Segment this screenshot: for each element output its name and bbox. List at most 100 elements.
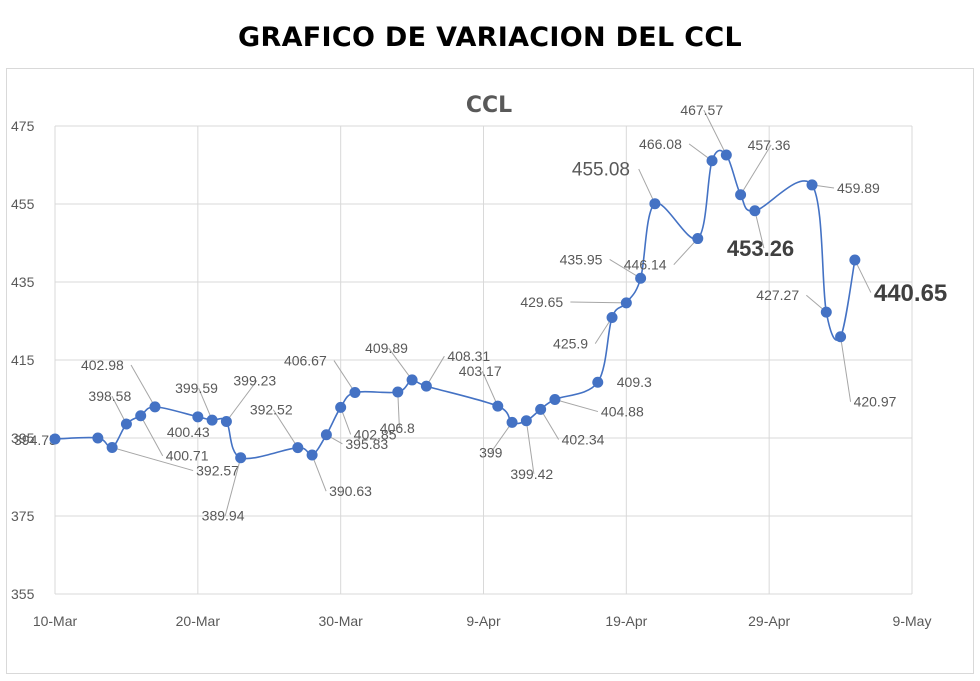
x-tick-label: 29-Apr <box>748 613 790 629</box>
data-point-marker <box>520 415 532 427</box>
data-label-leader <box>854 259 872 293</box>
series-line <box>54 149 856 460</box>
y-tick-label: 435 <box>11 274 35 290</box>
data-point-marker <box>535 403 547 415</box>
data-label: 455.08 <box>572 160 630 181</box>
data-point-marker <box>820 306 832 318</box>
data-label: 425.9 <box>553 335 588 351</box>
data-point-marker <box>835 331 847 343</box>
data-point-marker <box>349 386 361 398</box>
data-label: 402.85 <box>354 426 397 442</box>
data-label: 392.57 <box>196 462 239 478</box>
data-point-marker <box>406 374 418 386</box>
data-label: 404.88 <box>601 403 644 419</box>
data-label-leader <box>224 457 242 516</box>
data-label-leader <box>225 380 258 422</box>
data-point-marker <box>506 416 518 428</box>
data-point-marker <box>620 297 632 309</box>
data-label-leader <box>397 391 400 429</box>
data-label: 429.65 <box>520 294 563 310</box>
data-label-leader <box>840 336 852 402</box>
data-point-marker <box>492 400 504 412</box>
data-point-marker <box>292 442 304 454</box>
data-label: 403.17 <box>459 363 502 379</box>
data-label: 402.34 <box>562 431 605 447</box>
data-label: 399 <box>479 444 503 460</box>
data-label-leader <box>638 168 656 204</box>
data-label: 399.42 <box>510 466 553 482</box>
x-tick-label: 20-Mar <box>176 613 221 629</box>
data-label-leader <box>481 371 499 407</box>
data-label: 400.71 <box>166 448 209 464</box>
data-label-leader <box>740 144 772 196</box>
data-label-leader <box>272 409 299 448</box>
data-label: 399.59 <box>175 380 218 396</box>
data-point-marker <box>592 376 604 388</box>
data-label-leader <box>570 301 627 304</box>
data-point-marker <box>306 449 318 461</box>
data-point-marker <box>692 233 704 245</box>
data-label: 457.36 <box>748 137 791 153</box>
y-tick-label: 415 <box>11 352 35 368</box>
data-label-leader <box>198 388 213 421</box>
data-label-leader <box>111 446 194 472</box>
data-point-marker <box>220 416 232 428</box>
data-point-marker <box>749 205 761 217</box>
data-label-leader <box>311 454 327 492</box>
x-tick-label: 19-Apr <box>605 613 647 629</box>
x-tick-label: 9-Apr <box>466 613 501 629</box>
data-point-marker <box>192 411 204 423</box>
data-label: 399.23 <box>233 373 276 389</box>
data-label: 409.89 <box>365 340 408 356</box>
data-point-marker <box>392 386 404 398</box>
data-label: 389.94 <box>202 508 245 524</box>
page-heading: GRAFICO DE VARIACION DEL CCL <box>238 22 742 53</box>
data-label: 420.97 <box>854 394 897 410</box>
chart-frame <box>6 68 974 674</box>
data-point-marker <box>320 429 332 441</box>
data-point-marker <box>206 414 218 426</box>
data-point-marker <box>49 433 61 445</box>
data-label: 446.14 <box>624 257 667 273</box>
data-label: 406.8 <box>380 420 415 436</box>
data-label: 394.75 <box>14 432 57 448</box>
data-label: 406.67 <box>284 352 327 368</box>
chart-title: CCL <box>466 93 512 118</box>
y-tick-label: 395 <box>11 430 35 446</box>
data-point-marker <box>720 149 732 161</box>
data-label: 453.26 <box>727 236 794 261</box>
x-tick-label: 10-Mar <box>33 613 78 629</box>
data-point-marker <box>549 393 561 405</box>
data-label-leader <box>540 409 560 440</box>
data-label-leader <box>140 415 164 457</box>
data-point-marker <box>649 198 661 210</box>
data-label: 440.65 <box>874 280 947 307</box>
data-label: 402.98 <box>81 357 124 373</box>
data-label-leader <box>490 422 513 453</box>
data-label-leader <box>673 238 699 265</box>
data-label-leader <box>609 258 641 279</box>
data-label-leader <box>554 398 599 413</box>
data-point-marker <box>635 272 647 284</box>
data-point-marker <box>120 418 132 430</box>
data-point-marker <box>135 410 147 422</box>
data-label: 427.27 <box>756 287 799 303</box>
data-point-marker <box>420 380 432 392</box>
data-label: 398.58 <box>88 388 131 404</box>
data-label: 395.83 <box>345 436 388 452</box>
data-label: 390.63 <box>329 483 372 499</box>
data-label: 467.57 <box>680 102 723 118</box>
data-point-marker <box>606 311 618 323</box>
y-tick-label: 375 <box>11 508 35 524</box>
y-tick-label: 355 <box>11 586 35 602</box>
data-label-leader <box>130 364 156 408</box>
data-point-marker <box>149 401 161 413</box>
data-label-leader <box>525 420 535 474</box>
data-label-leader <box>425 355 445 387</box>
data-label-leader <box>754 210 765 249</box>
data-point-marker <box>92 432 104 444</box>
data-label: 400.43 <box>167 424 210 440</box>
data-label: 459.89 <box>837 180 880 196</box>
data-point-marker <box>106 441 118 453</box>
